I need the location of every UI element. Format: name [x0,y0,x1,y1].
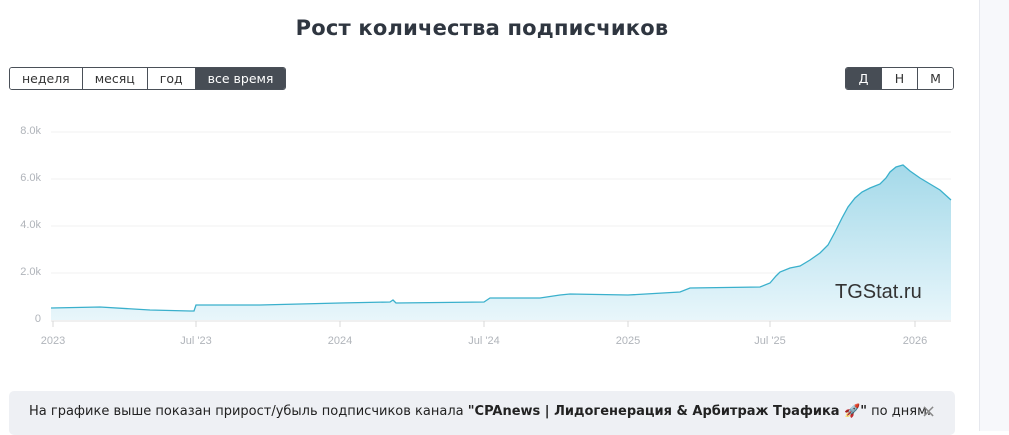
granularity-selector: Д Н М [845,67,954,90]
info-notice: На графике выше показан прирост/убыль по… [9,391,955,435]
notice-prefix: На графике выше показан прирост/убыль по… [29,404,468,419]
period-all-time-button[interactable]: все время [195,68,286,89]
x-tick: Jul '25 [754,335,785,347]
x-axis-ticks [52,321,916,327]
y-tick: 8.0k [20,125,41,137]
subscribers-chart[interactable]: 8.0k 6.0k 4.0k 2.0k 0 2023 Jul '23 2024 … [0,110,979,360]
watermark: TGStat.ru [835,281,922,303]
subscribers-line [50,164,952,312]
x-axis-labels: 2023 Jul '23 2024 Jul '24 2025 Jul '25 2… [41,335,927,347]
y-axis-labels: 8.0k 6.0k 4.0k 2.0k 0 [20,125,41,325]
period-week-button[interactable]: неделя [10,68,83,89]
area-fill [51,165,951,320]
period-month-button[interactable]: месяц [82,68,148,89]
notice-text: На графике выше показан прирост/убыль по… [29,404,931,419]
granularity-day-button[interactable]: Д [846,68,882,89]
notice-suffix: по дням. [867,404,932,419]
grid-lines [51,131,951,274]
main-panel: Рост количества подписчиков неделя месяц… [0,16,979,435]
x-tick: Jul '24 [468,335,499,347]
granularity-week-button[interactable]: Н [882,68,918,89]
period-selector: неделя месяц год все время [9,67,287,90]
y-tick: 2.0k [20,266,41,278]
right-sidebar [979,0,1009,431]
y-tick: 6.0k [20,172,41,184]
period-year-button[interactable]: год [147,68,196,89]
granularity-month-button[interactable]: М [918,68,953,89]
x-tick: 2025 [616,335,640,347]
chart-title: Рост количества подписчиков [295,16,669,40]
x-tick: 2023 [41,335,65,347]
y-tick: 4.0k [20,219,41,231]
close-icon[interactable]: × [921,401,937,422]
x-tick: 2024 [328,335,352,347]
y-tick: 0 [35,313,41,325]
x-tick: Jul '23 [180,335,211,347]
x-tick: 2026 [903,335,927,347]
channel-name: "CPAnews | Лидогенерация & Арбитраж Траф… [467,404,868,419]
